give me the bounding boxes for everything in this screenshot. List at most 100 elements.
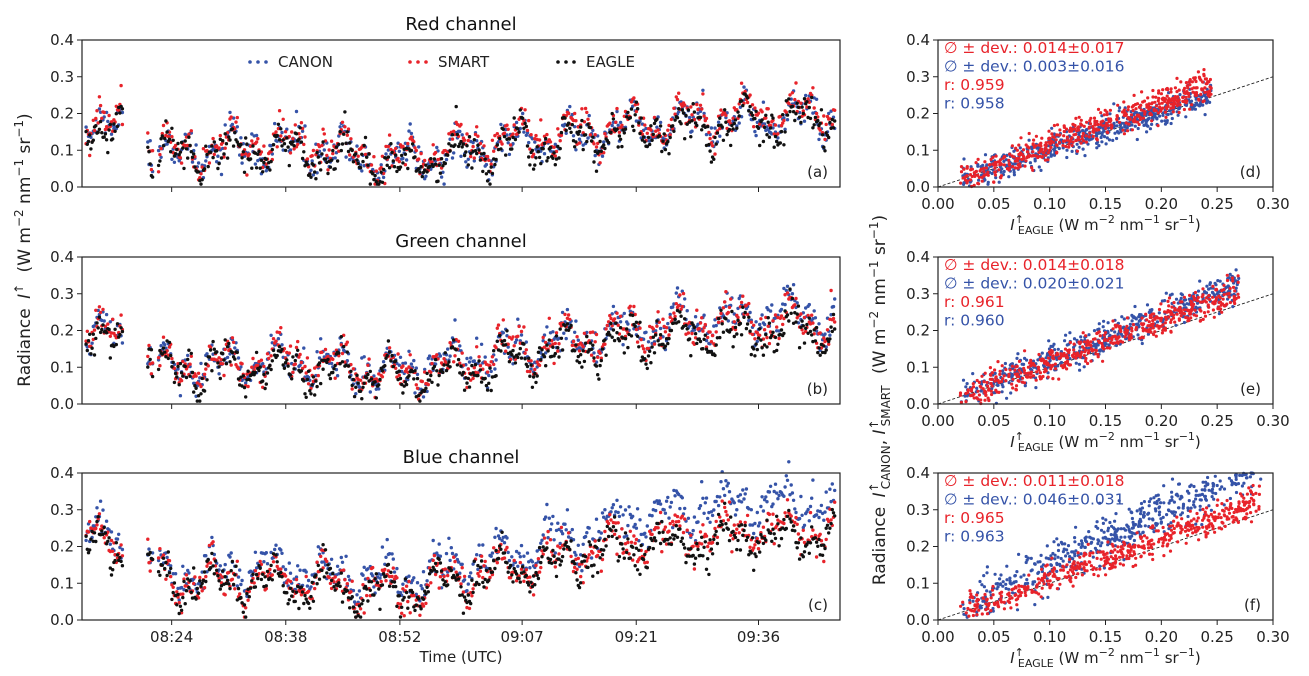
point-smart [415, 386, 420, 390]
point-eagle [373, 380, 377, 384]
point-canon [768, 484, 773, 488]
point-eagle [167, 571, 172, 575]
point-eagle [442, 363, 446, 367]
point-smart [818, 532, 822, 536]
point-eagle [276, 122, 281, 127]
point-smart [698, 321, 703, 325]
point-smart [477, 574, 481, 578]
point-eagle [365, 155, 369, 159]
point-eagle [712, 157, 716, 161]
point-eagle [86, 339, 91, 343]
point-smart [401, 364, 405, 368]
point-smart [700, 107, 704, 111]
point-canon [611, 503, 616, 507]
point-eagle [754, 109, 758, 114]
point-eagle [225, 578, 230, 582]
point-smart [675, 97, 680, 102]
point-eagle [102, 525, 106, 530]
point-canon [785, 118, 790, 122]
point-eagle [581, 349, 585, 353]
point-eagle [184, 589, 189, 593]
point-eagle [368, 369, 372, 374]
point-smart [579, 574, 583, 579]
point-canon [580, 569, 584, 573]
point-smart [340, 351, 345, 356]
point-canon [594, 517, 599, 521]
point-canon [616, 510, 620, 515]
point-smart [230, 336, 235, 340]
point-smart [823, 137, 827, 142]
point-smart [583, 106, 588, 111]
point-eagle [770, 333, 774, 338]
point-eagle [377, 383, 381, 387]
point-eagle [685, 327, 689, 331]
point-canon [785, 284, 790, 288]
point-eagle [760, 346, 764, 350]
point-smart [459, 582, 463, 586]
point-smart [502, 131, 507, 135]
point-smart [735, 527, 739, 531]
point-canon [742, 497, 746, 501]
point-canon [274, 543, 278, 547]
point-smart [402, 614, 406, 618]
point-eagle [576, 132, 580, 136]
point-eagle [795, 312, 799, 316]
point-eagle [88, 133, 92, 137]
point-canon [236, 356, 241, 360]
point-smart [211, 540, 215, 544]
point-eagle [527, 155, 531, 159]
point-canon [576, 338, 580, 342]
point-eagle [275, 353, 279, 358]
point-eagle [268, 363, 272, 368]
point-smart [466, 138, 470, 143]
point-smart [167, 559, 172, 563]
point-eagle [333, 167, 337, 171]
point-canon [693, 315, 698, 319]
point-smart [539, 565, 543, 570]
point-eagle [519, 356, 524, 360]
point-eagle [753, 354, 757, 358]
point-smart [340, 120, 345, 125]
point-eagle [592, 160, 596, 164]
point-smart [589, 353, 594, 357]
point-eagle [223, 338, 227, 342]
point-smart [822, 559, 826, 564]
point-canon [472, 159, 476, 163]
point-eagle [309, 392, 313, 396]
point-eagle [119, 326, 123, 330]
point-smart [502, 556, 507, 560]
point-smart [201, 147, 206, 151]
point-eagle [593, 149, 597, 154]
point-smart [709, 141, 714, 145]
point-canon [573, 330, 577, 334]
point-eagle [709, 160, 714, 164]
point-eagle [827, 135, 831, 140]
point-smart [343, 578, 347, 582]
point-smart [732, 523, 736, 527]
point-canon [235, 125, 239, 129]
point-smart [424, 601, 428, 606]
point-eagle [512, 116, 516, 120]
point-eagle [236, 586, 241, 591]
point-smart [686, 331, 691, 335]
point-eagle [465, 144, 469, 148]
point-smart [563, 312, 567, 317]
point-canon [775, 491, 779, 495]
point-eagle [513, 361, 518, 365]
point-canon [120, 547, 125, 552]
point-eagle [395, 169, 399, 174]
point-eagle [310, 580, 314, 585]
point-smart [559, 525, 564, 530]
point-canon [530, 137, 535, 141]
point-canon [686, 516, 691, 520]
point-eagle [297, 137, 301, 141]
point-smart [85, 329, 90, 333]
point-eagle [254, 572, 259, 577]
point-eagle [234, 564, 238, 568]
point-smart [626, 540, 630, 545]
point-smart [581, 345, 585, 349]
point-eagle [737, 114, 741, 118]
point-eagle [387, 166, 392, 170]
point-canon [683, 506, 687, 511]
point-canon [768, 309, 773, 313]
